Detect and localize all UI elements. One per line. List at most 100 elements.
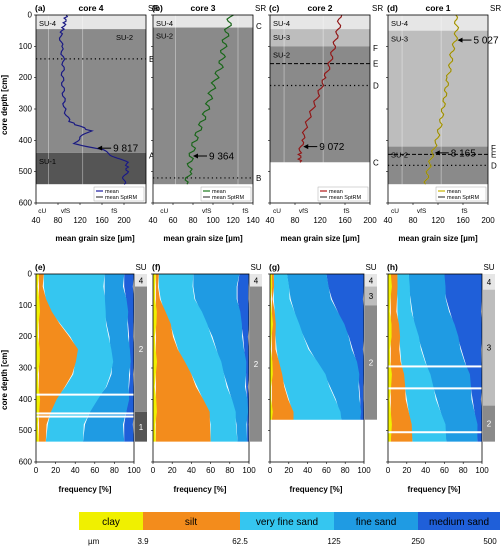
sample-gap: [36, 412, 134, 415]
su-bar-segment: [250, 286, 262, 442]
y-axis-label-bottom: core depth [cm]: [0, 350, 9, 410]
sample-gap: [36, 393, 134, 396]
legend-boundary-3-9: 3.9: [137, 537, 149, 546]
su-bar-label: 1: [139, 423, 144, 432]
x-tick-label: 80: [459, 466, 468, 475]
sample-gap: [388, 387, 482, 390]
unit-band: [36, 15, 146, 30]
grain-class-label: vfS: [299, 208, 309, 215]
x-tick-label: 160: [95, 216, 109, 225]
legend-sptrm-label: mean SptRM: [447, 195, 480, 201]
x-tick-label: 20: [402, 466, 411, 475]
sample-gap: [388, 365, 482, 368]
age-label: 5 027: [474, 36, 499, 47]
sr-header: SR: [148, 4, 159, 13]
unit-band: [388, 30, 488, 147]
legend-unit: µm: [88, 537, 100, 546]
legend-sptrm-label: mean SptRM: [212, 195, 245, 201]
y-axis-label-top: core depth [cm]: [0, 75, 9, 135]
unit-band: [36, 29, 146, 153]
band-fine-sand: [193, 274, 249, 442]
x-tick-label: 60: [206, 466, 215, 475]
su-bar-segment: [365, 286, 377, 306]
unit-label: SU-3: [391, 35, 408, 44]
sr-marker-label: F: [373, 44, 378, 53]
su-bar-segment: [365, 274, 377, 287]
x-axis-label-b: mean grain size [µm]: [163, 234, 243, 243]
age-arrowhead: [97, 145, 103, 151]
legend-box: [93, 186, 145, 202]
x-tick-label: 140: [246, 216, 260, 225]
y-tick-label: 500: [19, 426, 33, 435]
su-bar-label: 4: [254, 276, 259, 285]
sr-header: SR: [372, 4, 383, 13]
band-silt: [38, 274, 78, 442]
panel-label: (e): [35, 262, 46, 272]
su-bar-label: 2: [139, 345, 144, 354]
y-tick-label: 300: [19, 105, 33, 114]
panel-title: core 4: [78, 3, 103, 13]
x-tick-label: 60: [322, 466, 331, 475]
x-axis-label-f: frequency [%]: [174, 485, 227, 494]
legend-label-clay: clay: [102, 517, 120, 528]
x-tick-label: 100: [206, 216, 220, 225]
legend-swatch-fine-sand: [334, 512, 418, 530]
panel-label: (g): [269, 262, 280, 272]
band-silt: [390, 274, 413, 442]
grain-class-legend: clay silt very fine sand fine sand mediu…: [79, 512, 500, 546]
age-label: 9 364: [209, 152, 234, 163]
x-tick-label: 80: [291, 216, 300, 225]
unit-band: [270, 46, 370, 163]
grain-class-label: cU: [391, 208, 399, 215]
band-fine-sand: [83, 274, 131, 442]
x-tick-label: 160: [456, 216, 470, 225]
su-bar-segment: [135, 274, 147, 287]
y-tick-label: 500: [19, 167, 33, 176]
grain-class-label: cU: [38, 208, 46, 215]
legend-box: [317, 186, 369, 202]
legend-boundary-500: 500: [483, 537, 497, 546]
panel-title: core 3: [190, 3, 215, 13]
su-bar-segment: [250, 274, 262, 287]
x-tick-label: 40: [303, 466, 312, 475]
unit-band: [388, 15, 488, 31]
sr-marker-label: C: [256, 22, 262, 31]
sample-gap: [388, 431, 482, 434]
grain-class-label: fS: [461, 208, 468, 215]
legend-label-silt: silt: [185, 517, 197, 528]
x-tick-label: 40: [71, 466, 80, 475]
y-tick-label: 300: [19, 364, 33, 373]
band-clay: [153, 274, 157, 442]
su-bar-label: 3: [369, 292, 374, 301]
x-tick-label: 160: [338, 216, 352, 225]
su-bar-segment: [135, 286, 147, 412]
band-medium-sand: [326, 274, 364, 420]
sr-marker-label: B: [256, 174, 261, 183]
su-bar-label: 2: [487, 420, 492, 429]
x-tick-label: 100: [475, 466, 489, 475]
su-bar-label: 4: [487, 278, 492, 287]
y-tick-label: 400: [19, 395, 33, 404]
grain-class-label: vfS: [202, 208, 212, 215]
unit-label: SU-4: [156, 19, 173, 28]
sr-marker-label: E: [491, 150, 496, 159]
su-bar-label: 4: [139, 276, 144, 285]
y-tick-label: 600: [19, 199, 33, 208]
legend-swatch-medium-sand: [418, 512, 500, 530]
panel-label: (c): [269, 3, 280, 13]
sr-header: SR: [490, 4, 501, 13]
x-tick-label: 200: [481, 216, 495, 225]
su-header: SU: [483, 263, 494, 272]
legend-boundary-125: 125: [327, 537, 341, 546]
age-arrowhead: [303, 144, 309, 150]
unit-label: SU-4: [39, 19, 56, 28]
y-tick-label: 0: [28, 270, 33, 279]
x-tick-label: 20: [168, 466, 177, 475]
legend-box: [435, 186, 487, 202]
x-tick-label: 80: [409, 216, 418, 225]
